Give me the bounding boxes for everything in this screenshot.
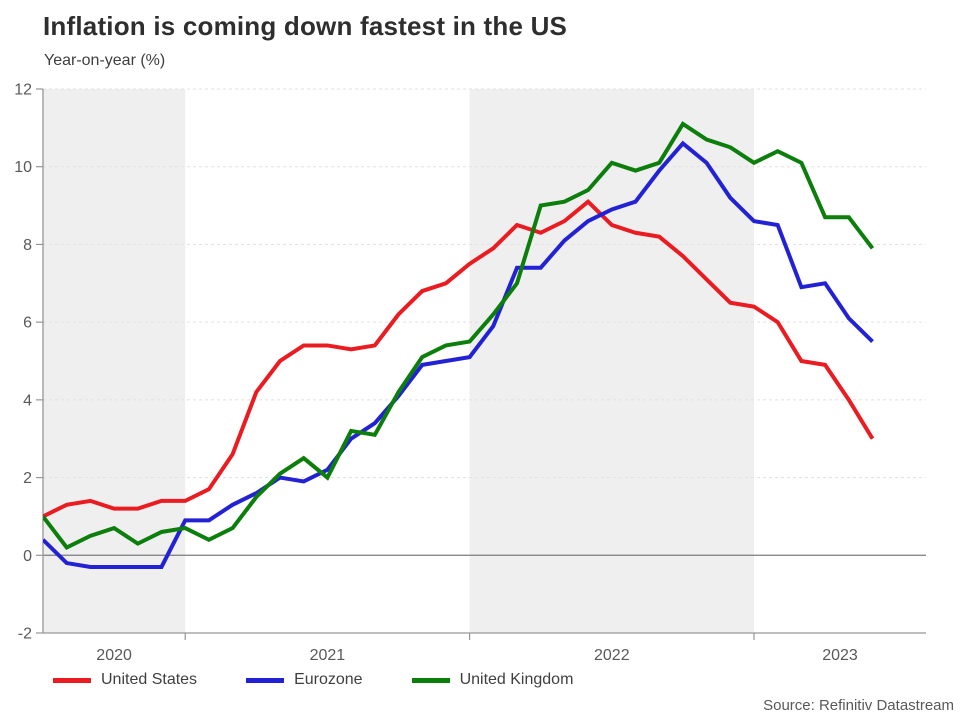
chart-legend: United States Eurozone United Kingdom	[53, 671, 573, 689]
x-tick-label-2023: 2023	[822, 647, 858, 664]
y-tick-label-10: 10	[14, 159, 32, 176]
x-tick-label-2021: 2021	[310, 647, 346, 664]
series-line-united-kingdom	[43, 121, 875, 551]
legend-label-united-states: United States	[101, 671, 198, 688]
y-tick-label-2: 2	[23, 470, 32, 487]
y-axis-labels: -2 0 2 4 6 8 10 12	[14, 82, 32, 643]
y-tick-label-8: 8	[23, 237, 32, 254]
source-credit: Source: Refinitiv Datastream	[763, 697, 954, 714]
y-tick-label-6: 6	[23, 315, 32, 332]
legend-swatch-eurozone	[246, 677, 285, 683]
series-lines	[43, 121, 875, 569]
series-line-united-states	[43, 198, 875, 519]
x-tick-label-2020: 2020	[96, 647, 132, 664]
legend-item-united-states: United States	[53, 671, 197, 689]
legend-label-eurozone: Eurozone	[294, 671, 363, 688]
legend-swatch-united-states	[53, 677, 91, 683]
x-tick-label-2022: 2022	[594, 647, 630, 664]
legend-swatch-united-kingdom	[411, 677, 450, 683]
x-axis-labels: 2020 2021 2022 2023	[96, 647, 858, 664]
year-shading-bands	[43, 89, 754, 633]
y-tick-label-12: 12	[14, 82, 32, 99]
gridlines	[43, 88, 926, 556]
shaded-band-2022	[469, 89, 754, 633]
shaded-band-2020	[43, 89, 186, 633]
y-tick-label--2: -2	[18, 626, 32, 643]
legend-item-eurozone: Eurozone	[246, 671, 363, 689]
chart-title: Inflation is coming down fastest in the …	[43, 11, 568, 41]
legend-label-united-kingdom: United Kingdom	[459, 671, 574, 688]
chart-subtitle: Year-on-year (%)	[44, 52, 166, 69]
y-tick-label-4: 4	[23, 392, 32, 409]
legend-item-united-kingdom: United Kingdom	[411, 671, 574, 689]
y-tick-label-0: 0	[23, 548, 32, 565]
